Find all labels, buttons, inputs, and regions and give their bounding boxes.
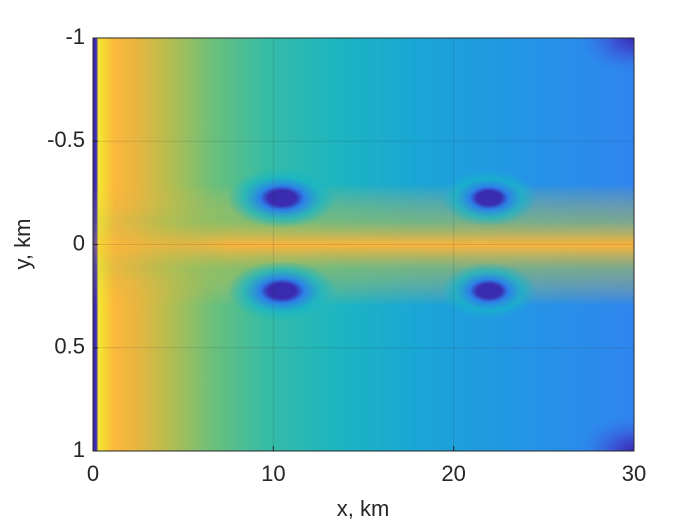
y-tick-label: 0 [73, 230, 85, 255]
x-tick-label: 30 [622, 461, 646, 486]
y-tick-label: 0.5 [54, 334, 85, 359]
y-tick-label: -0.5 [47, 127, 85, 152]
x-tick-label: 0 [87, 461, 99, 486]
x-tick-label: 10 [261, 461, 285, 486]
x-tick-label: 20 [441, 461, 465, 486]
field [93, 38, 634, 451]
y-tick-label: -1 [65, 24, 85, 49]
y-axis-label: y, km [10, 219, 35, 270]
x-axis-label: x, km [337, 496, 390, 521]
y-tick-label: 1 [73, 437, 85, 462]
